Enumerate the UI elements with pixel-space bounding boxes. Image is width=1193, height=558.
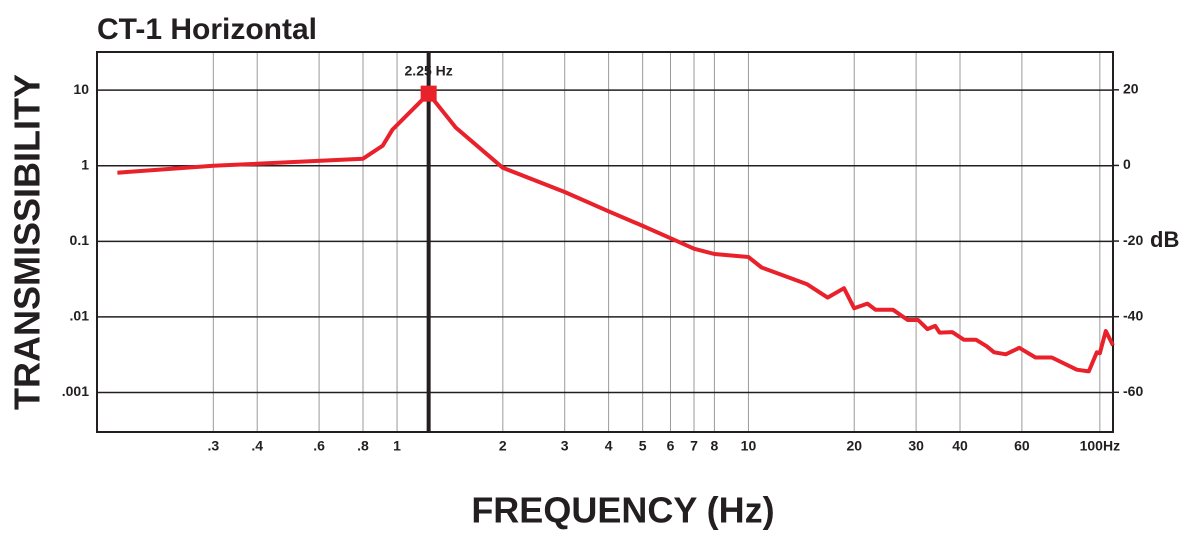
x-tick-label: 7 — [690, 438, 698, 454]
x-tick-label: .6 — [313, 438, 325, 454]
y-tick-label: .01 — [70, 308, 90, 324]
y2-tick-label: 20 — [1123, 81, 1139, 97]
y-axis-label: TRANSMISSIBILITY — [7, 74, 48, 410]
peak-marker — [420, 85, 437, 102]
x-tick-label: 20 — [846, 438, 862, 454]
y-tick-label: 1 — [81, 156, 89, 172]
x-tick-label: 10 — [741, 438, 757, 454]
x-tick-label: .3 — [207, 438, 219, 454]
x-tick-label: 5 — [639, 438, 647, 454]
y-tick-label: 0.1 — [70, 232, 90, 248]
y2-axis-label: dB — [1150, 227, 1179, 252]
peak-annotation: 2.25 Hz — [405, 63, 453, 79]
y-tick-label: 10 — [73, 81, 89, 97]
y2-tick-label: -60 — [1123, 383, 1143, 399]
x-tick-label: 6 — [667, 438, 675, 454]
chart-title: CT-1 Horizontal — [97, 13, 317, 46]
x-tick-label: 2 — [499, 438, 507, 454]
x-tick-label: 4 — [605, 438, 613, 454]
x-tick-label: 3 — [561, 438, 569, 454]
y2-tick-label: -20 — [1123, 232, 1143, 248]
x-tick-label: 100Hz — [1080, 438, 1120, 454]
x-tick-label: 40 — [952, 438, 968, 454]
x-tick-label: 8 — [710, 438, 718, 454]
x-tick-label: 1 — [393, 438, 401, 454]
x-tick-label: 60 — [1014, 438, 1030, 454]
y-tick-label: .001 — [62, 383, 89, 399]
x-tick-label: .4 — [251, 438, 263, 454]
plot-frame — [96, 51, 1114, 433]
y2-tick-label: -40 — [1123, 307, 1143, 323]
x-tick-label: .8 — [357, 438, 369, 454]
x-tick-label: 30 — [908, 438, 924, 454]
y2-tick-label: 0 — [1123, 156, 1131, 172]
x-axis-label: FREQUENCY (Hz) — [471, 490, 774, 531]
response-line — [117, 91, 1115, 374]
